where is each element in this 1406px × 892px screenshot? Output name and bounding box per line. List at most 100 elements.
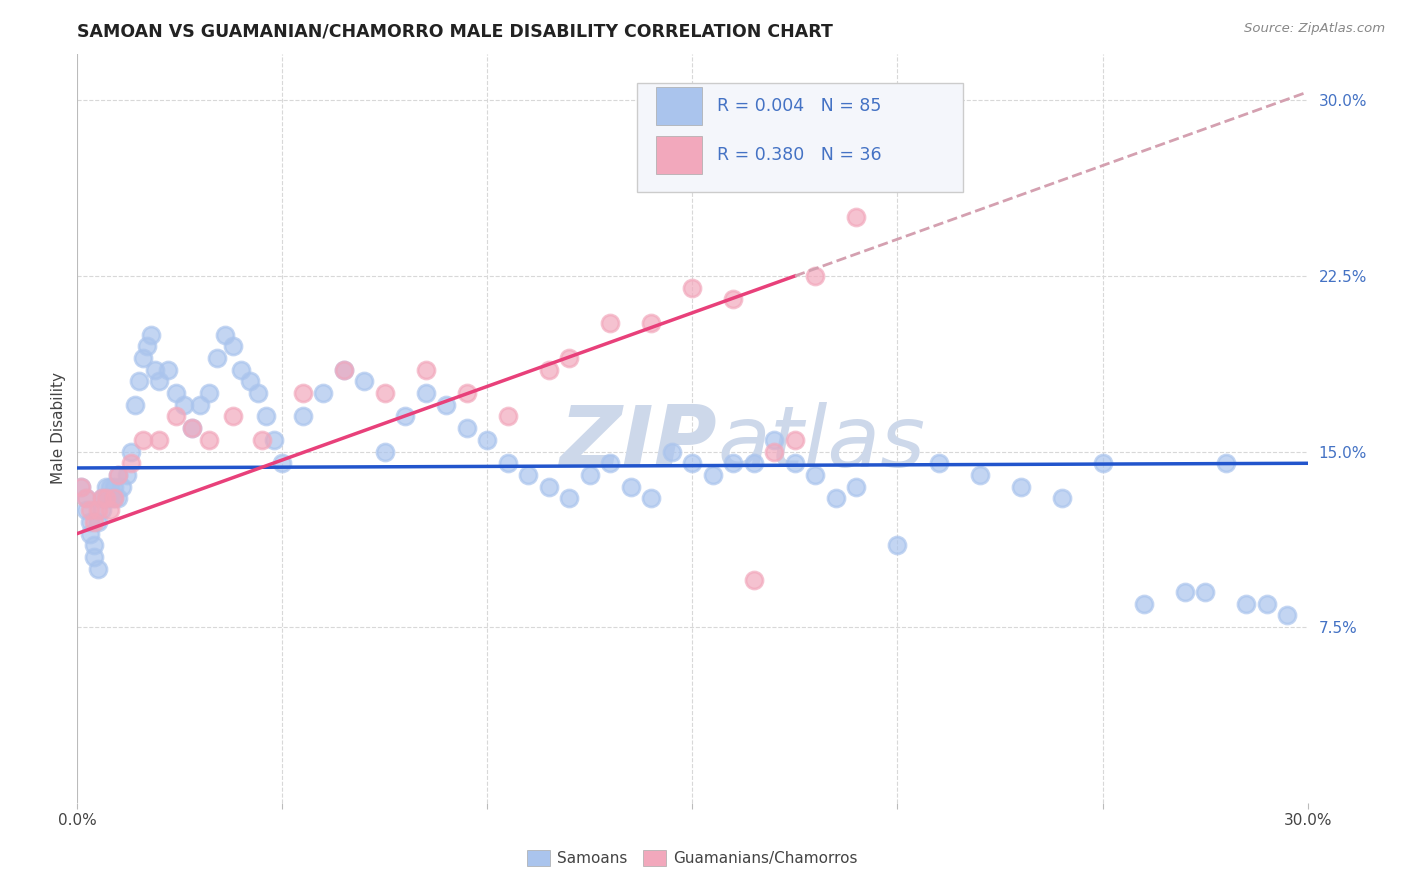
Point: [124, 398, 146, 412]
Point: [599, 316, 621, 330]
Point: [640, 491, 662, 506]
Point: [222, 409, 245, 424]
Point: [90, 503, 114, 517]
Point: [83, 515, 105, 529]
Point: [742, 456, 765, 470]
Point: [804, 268, 827, 283]
Point: [94, 480, 117, 494]
Point: [79, 526, 101, 541]
Point: [120, 444, 142, 458]
Point: [98, 491, 121, 506]
Point: [333, 362, 356, 376]
Point: [165, 409, 187, 424]
Point: [374, 444, 396, 458]
Point: [231, 362, 253, 376]
Point: [682, 281, 704, 295]
Point: [374, 386, 396, 401]
Point: [107, 467, 129, 482]
Point: [94, 491, 117, 506]
Point: [783, 456, 806, 470]
Point: [456, 386, 478, 401]
Point: [103, 480, 125, 494]
Y-axis label: Male Disability: Male Disability: [51, 372, 66, 484]
Point: [456, 421, 478, 435]
Text: Source: ZipAtlas.com: Source: ZipAtlas.com: [1244, 22, 1385, 36]
Point: [845, 480, 868, 494]
Point: [75, 491, 97, 506]
Point: [79, 515, 101, 529]
Point: [188, 398, 212, 412]
Point: [197, 386, 219, 401]
Point: [353, 375, 375, 389]
Point: [75, 503, 97, 517]
Point: [214, 327, 236, 342]
Point: [87, 562, 110, 576]
Point: [496, 456, 519, 470]
Point: [136, 339, 159, 353]
Point: [1194, 585, 1216, 599]
Point: [98, 503, 121, 517]
Point: [181, 421, 204, 435]
Point: [620, 480, 643, 494]
FancyBboxPatch shape: [655, 87, 703, 125]
Point: [702, 467, 724, 482]
Point: [333, 362, 356, 376]
Point: [173, 398, 195, 412]
Point: [763, 433, 786, 447]
Point: [436, 398, 458, 412]
Point: [254, 409, 277, 424]
Point: [132, 433, 155, 447]
Text: atlas: atlas: [717, 401, 925, 484]
Point: [94, 491, 117, 506]
Point: [579, 467, 602, 482]
Point: [75, 491, 97, 506]
Point: [107, 491, 129, 506]
Point: [263, 433, 285, 447]
Point: [763, 444, 786, 458]
Point: [246, 386, 269, 401]
Point: [111, 480, 134, 494]
Point: [222, 339, 245, 353]
Point: [291, 409, 314, 424]
Point: [239, 375, 262, 389]
Point: [1091, 456, 1114, 470]
Text: ZIP: ZIP: [560, 401, 717, 484]
Point: [103, 491, 125, 506]
Point: [132, 351, 155, 365]
Text: R = 0.380   N = 36: R = 0.380 N = 36: [717, 146, 882, 164]
Point: [98, 480, 121, 494]
Point: [148, 433, 170, 447]
Point: [1275, 608, 1298, 623]
Point: [1132, 597, 1154, 611]
Point: [90, 491, 114, 506]
Point: [156, 362, 179, 376]
Text: R = 0.004   N = 85: R = 0.004 N = 85: [717, 97, 882, 115]
Point: [250, 433, 273, 447]
Point: [537, 362, 560, 376]
Point: [107, 467, 129, 482]
Point: [1234, 597, 1257, 611]
Text: SAMOAN VS GUAMANIAN/CHAMORRO MALE DISABILITY CORRELATION CHART: SAMOAN VS GUAMANIAN/CHAMORRO MALE DISABI…: [77, 23, 834, 41]
Point: [825, 491, 848, 506]
Point: [120, 456, 142, 470]
Point: [558, 351, 581, 365]
Point: [143, 362, 166, 376]
Point: [599, 456, 621, 470]
Point: [291, 386, 314, 401]
Point: [969, 467, 991, 482]
Point: [517, 467, 540, 482]
FancyBboxPatch shape: [655, 136, 703, 174]
Point: [83, 549, 105, 564]
Point: [115, 467, 138, 482]
Point: [197, 433, 219, 447]
Point: [1174, 585, 1197, 599]
Point: [181, 421, 204, 435]
Point: [661, 444, 683, 458]
Point: [496, 409, 519, 424]
Point: [537, 480, 560, 494]
Point: [415, 386, 437, 401]
Point: [1215, 456, 1237, 470]
Point: [1010, 480, 1032, 494]
Point: [1050, 491, 1073, 506]
Point: [141, 327, 163, 342]
